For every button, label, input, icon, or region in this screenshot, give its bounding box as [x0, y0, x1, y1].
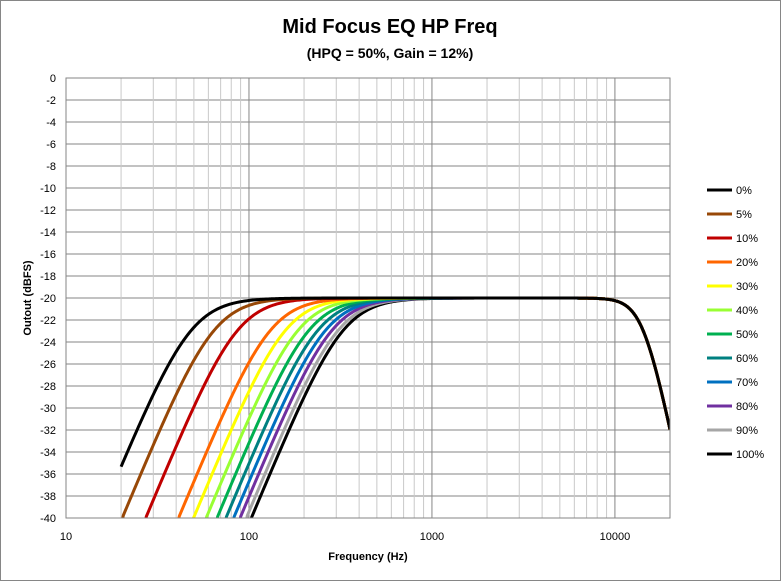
y-tick-label: -32	[40, 425, 56, 437]
legend-label: 50%	[736, 329, 758, 341]
legend: 0% 5% 10% 20% 30% 40% 50% 60% 70% 80% 90% 100%	[707, 185, 764, 461]
chart-subtitle: (HPQ = 50%, Gain = 12%)	[307, 45, 474, 61]
y-axis-label: Outout (dBFS)	[22, 260, 34, 335]
series-line	[121, 296, 670, 518]
y-tick-label: -38	[40, 491, 56, 503]
y-tick-label: -12	[40, 205, 56, 217]
series-line	[224, 296, 670, 518]
legend-label: 20%	[736, 257, 758, 269]
y-tick-label: -28	[40, 381, 56, 393]
y-tick-label: 0	[50, 73, 56, 85]
series-line	[245, 296, 670, 518]
y-tick-label: -22	[40, 315, 56, 327]
x-tick-label: 1000	[420, 531, 444, 543]
y-axis-ticks: 0 -2 -4 -6 -8 -10 -12 -14 -16 -18 -20 -22 -24 -26 -28 -…	[40, 73, 56, 525]
x-tick-label: 100	[240, 531, 258, 543]
x-tick-label: 10000	[600, 531, 631, 543]
x-axis-ticks: 10 100 1000 10000	[60, 531, 630, 543]
y-tick-label: -8	[46, 161, 56, 173]
series-line	[215, 296, 670, 518]
legend-label: 30%	[736, 281, 758, 293]
plot-area-border	[65, 77, 671, 519]
legend-label: 0%	[736, 185, 752, 197]
y-tick-label: -6	[46, 139, 56, 151]
series-line	[232, 296, 670, 518]
y-tick-label: -4	[46, 117, 56, 129]
y-tick-label: -24	[40, 337, 56, 349]
series-line	[204, 296, 670, 518]
series-line	[119, 296, 670, 468]
legend-label: 80%	[736, 401, 758, 413]
series-lines	[119, 296, 670, 518]
legend-label: 90%	[736, 425, 758, 437]
y-tick-label: -34	[40, 447, 56, 459]
legend-label: 100%	[736, 449, 764, 461]
y-tick-label: -20	[40, 293, 56, 305]
y-tick-label: -26	[40, 359, 56, 371]
y-tick-label: -30	[40, 403, 56, 415]
y-tick-label: -2	[46, 95, 56, 107]
x-axis-label: Frequency (Hz)	[328, 551, 408, 563]
series-line	[238, 296, 670, 518]
legend-label: 5%	[736, 209, 752, 221]
legend-label: 70%	[736, 377, 758, 389]
series-line	[191, 296, 670, 518]
y-tick-label: -10	[40, 183, 56, 195]
y-tick-label: -14	[40, 227, 56, 239]
chart-title: Mid Focus EQ HP Freq	[282, 16, 497, 38]
y-tick-label: -18	[40, 271, 56, 283]
legend-label: 60%	[736, 353, 758, 365]
series-line	[144, 296, 670, 518]
y-tick-label: -40	[40, 513, 56, 525]
x-tick-label: 10	[60, 531, 72, 543]
legend-label: 40%	[736, 305, 758, 317]
y-tick-label: -16	[40, 249, 56, 261]
series-line	[177, 296, 670, 518]
y-tick-label: -36	[40, 469, 56, 481]
legend-label: 10%	[736, 233, 758, 245]
series-line	[249, 296, 670, 518]
